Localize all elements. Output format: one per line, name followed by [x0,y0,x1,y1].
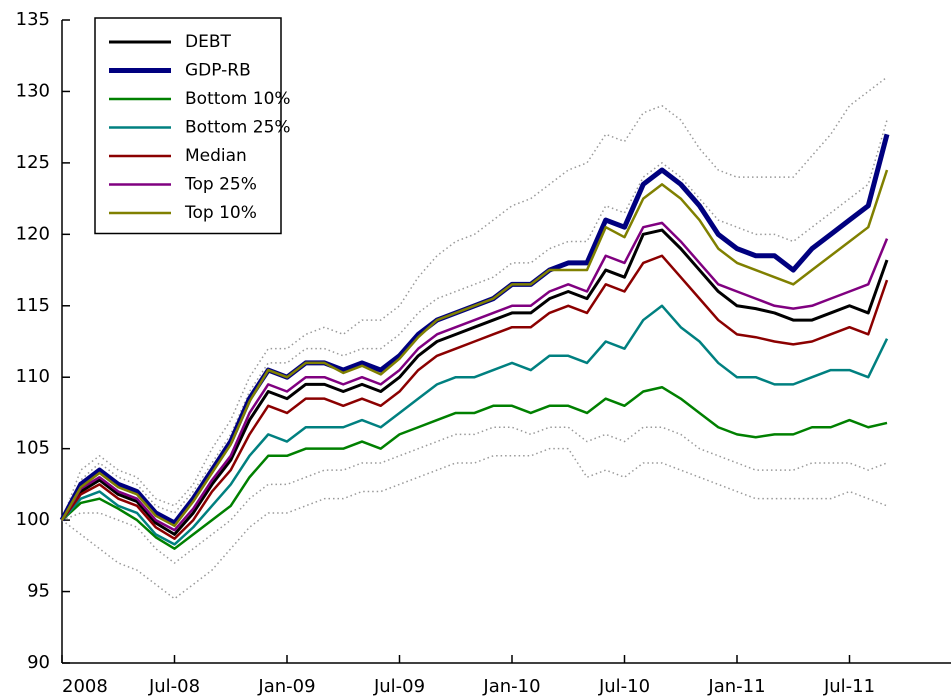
legend-label: GDP-RB [185,61,251,81]
background-line [61,426,888,564]
x-tick-label: Jul-09 [373,676,425,696]
y-tick-label: 120 [16,223,50,244]
y-tick-label: 105 [16,438,50,459]
y-tick-label: 125 [16,152,50,173]
y-tick-label: 90 [27,652,50,673]
x-tick-label: 2008 [62,676,108,696]
x-tick-label: Jul-11 [823,676,875,696]
y-tick-label: 110 [16,366,50,387]
series-line [60,228,889,536]
legend-label: Top 10% [184,203,257,223]
y-tick-label: 100 [16,509,50,530]
y-tick-label: 130 [16,80,50,101]
series-line [60,254,889,540]
legend-label: Median [185,146,247,166]
y-tick-label: 115 [16,295,50,316]
legend-label: DEBT [185,32,231,52]
y-tick-label: 135 [16,9,50,30]
legend-box [94,17,282,235]
series-line [61,385,888,550]
x-tick-label: Jul-08 [148,676,200,696]
x-tick-label: Jan-09 [257,676,315,696]
y-tick-label: 95 [27,581,50,602]
legend-label: Top 25% [184,175,257,195]
legend-label: Bottom 10% [185,89,291,109]
legend-label: Bottom 25% [185,118,291,138]
series-line [60,221,889,532]
series-line [61,304,889,546]
background-line [61,447,888,600]
x-tick-label: Jan-11 [707,676,765,696]
series-line [60,169,889,528]
x-tick-label: Jan-10 [482,676,540,696]
x-tick-label: Jul-10 [598,676,650,696]
legend: DEBT GDP-RB Bottom 10% Bottom 25% Median Top … [94,17,291,235]
background-line [61,76,888,521]
